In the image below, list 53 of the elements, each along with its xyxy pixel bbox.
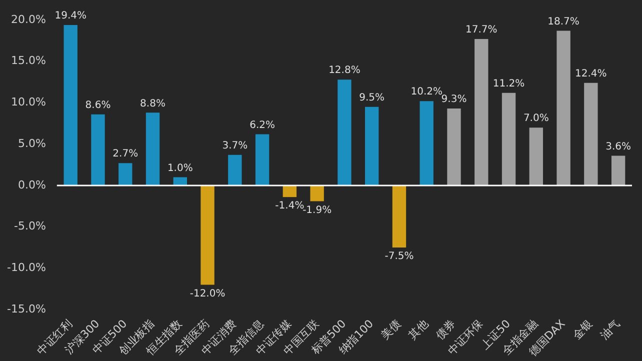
y-tick-label: 0.0%: [18, 178, 46, 192]
bar: [392, 185, 406, 248]
y-tick-label: 5.0%: [18, 136, 46, 150]
x-tick-label: 美债: [378, 317, 404, 342]
data-label: 8.6%: [85, 100, 111, 111]
bar: [310, 185, 324, 202]
data-label: -1.9%: [302, 204, 332, 216]
bar: [64, 24, 78, 186]
data-label: 9.3%: [441, 94, 467, 106]
data-label: 3.7%: [222, 140, 248, 152]
bar: [91, 114, 105, 186]
data-label: 19.4%: [54, 10, 86, 22]
bar: [420, 101, 434, 186]
data-label: -1.4%: [275, 200, 304, 212]
bar: [200, 185, 214, 285]
data-label: 2.7%: [112, 148, 138, 160]
y-tick-label: -5.0%: [14, 220, 46, 233]
bar: [584, 82, 598, 186]
data-label: 1.0%: [167, 162, 193, 174]
data-label: 17.7%: [465, 24, 498, 36]
data-label: -7.5%: [384, 251, 414, 262]
bar: [556, 30, 570, 186]
data-label: 12.8%: [328, 65, 360, 76]
data-label: 18.7%: [548, 16, 580, 28]
data-label: 6.2%: [250, 120, 276, 131]
y-tick-label: -15.0%: [6, 302, 46, 316]
data-label: 12.4%: [575, 68, 607, 80]
y-tick-label: 20.0%: [10, 12, 46, 26]
bar: [146, 112, 160, 186]
bar: [611, 156, 626, 186]
data-label: 10.2%: [410, 86, 443, 98]
bar: [338, 80, 352, 186]
bar: [529, 128, 543, 186]
data-label: 9.5%: [359, 92, 385, 104]
data-label: 7.0%: [523, 113, 549, 124]
bar: [282, 185, 297, 198]
bar: [447, 108, 461, 186]
y-tick-label: 10.0%: [10, 96, 46, 109]
data-label: -12.0%: [190, 288, 226, 300]
bar: [255, 134, 270, 186]
bar: [118, 163, 132, 186]
y-tick-label: 15.0%: [10, 54, 46, 68]
bar: [502, 92, 516, 186]
data-label: 11.2%: [492, 78, 525, 90]
data-label: 3.6%: [606, 141, 632, 152]
bar: [474, 39, 488, 186]
x-tick-label: 油气: [598, 317, 622, 342]
data-label: 8.8%: [140, 98, 166, 110]
x-tick-label: 金银: [570, 317, 596, 342]
x-tick-label: 其他: [406, 317, 431, 342]
bar: [228, 154, 242, 186]
y-tick-label: -10.0%: [6, 261, 46, 274]
bar: [364, 106, 379, 186]
